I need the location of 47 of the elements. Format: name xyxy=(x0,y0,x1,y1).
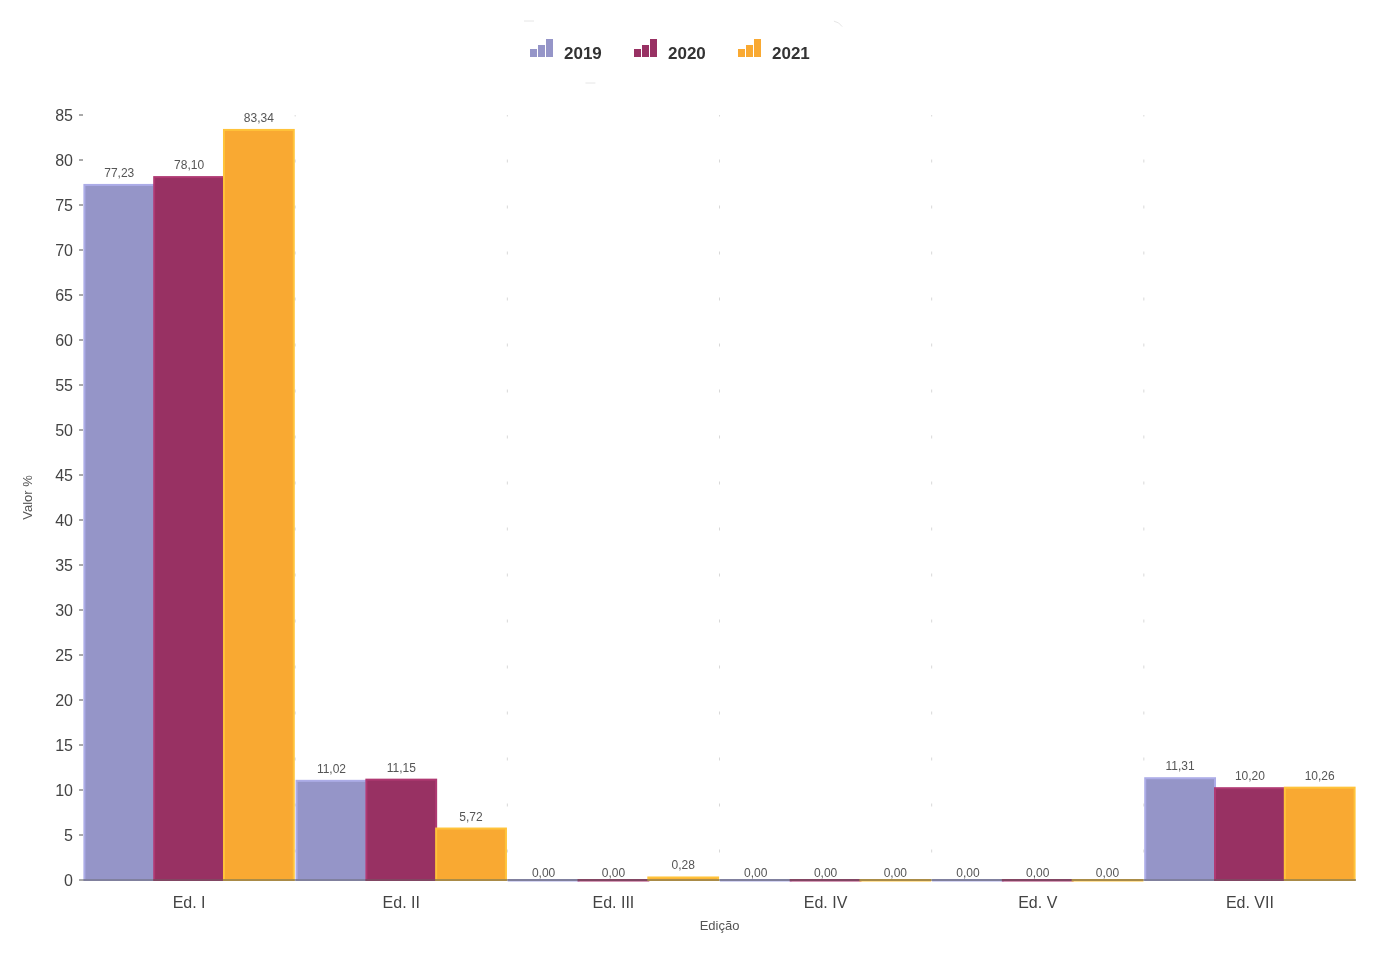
x-tick-label: Ed. IV xyxy=(803,894,848,911)
legend-label: 2019 xyxy=(564,43,602,63)
data-label: 10,20 xyxy=(1234,769,1266,784)
y-tick-label: 10 xyxy=(55,781,74,799)
y-tick-label: 70 xyxy=(55,241,74,259)
y-tick-label: 5 xyxy=(64,826,74,844)
x-tick-label: Ed. I xyxy=(172,894,206,911)
data-label: 0,00 xyxy=(601,866,626,880)
y-tick-label: 45 xyxy=(55,466,74,484)
data-label: 78,10 xyxy=(174,158,205,173)
y-tick-label: 30 xyxy=(55,601,74,619)
legend-label: 2020 xyxy=(668,43,706,63)
data-label: 77,23 xyxy=(104,165,135,180)
data-label: 0,00 xyxy=(1095,866,1120,880)
y-tick-label: 20 xyxy=(55,691,74,709)
y-tick-label: 15 xyxy=(55,736,74,754)
data-label: 5,72 xyxy=(459,809,484,824)
y-tick-label: 55 xyxy=(55,376,74,394)
y-tick-label: 80 xyxy=(55,151,74,169)
data-label: 0,00 xyxy=(744,866,768,880)
y-tick-label: 85 xyxy=(55,106,74,124)
y-tick-label: 35 xyxy=(55,556,74,574)
data-label: 0,00 xyxy=(813,866,838,880)
data-label: 0,00 xyxy=(956,866,980,880)
data-label: 11,02 xyxy=(316,761,347,776)
data-label: 0,00 xyxy=(531,866,556,880)
data-label: 11,31 xyxy=(1165,759,1196,774)
data-label: 0,00 xyxy=(883,866,908,880)
y-tick-label: 0 xyxy=(64,871,74,889)
x-tick-label: Ed. II xyxy=(382,894,420,911)
y-tick-label: 60 xyxy=(55,331,74,349)
y-tick-label: 25 xyxy=(55,646,74,664)
data-label: 11,15 xyxy=(386,760,417,775)
data-label: 10,26 xyxy=(1304,768,1336,783)
y-tick-label: 65 xyxy=(55,286,74,304)
y-axis-title: Valor % xyxy=(20,474,35,520)
x-tick-label: Ed. VII xyxy=(1225,894,1274,911)
y-tick-label: 50 xyxy=(55,421,74,439)
x-axis-title: Edição xyxy=(699,918,740,933)
x-tick-label: Ed. V xyxy=(1018,894,1058,911)
data-label: 83,34 xyxy=(243,110,275,125)
y-tick-label: 40 xyxy=(55,511,74,529)
data-label: 0,28 xyxy=(671,858,696,873)
x-tick-label: Ed. III xyxy=(592,894,635,911)
data-label: 0,00 xyxy=(1026,866,1050,880)
legend-label: 2021 xyxy=(772,43,810,63)
y-tick-label: 75 xyxy=(55,196,74,214)
